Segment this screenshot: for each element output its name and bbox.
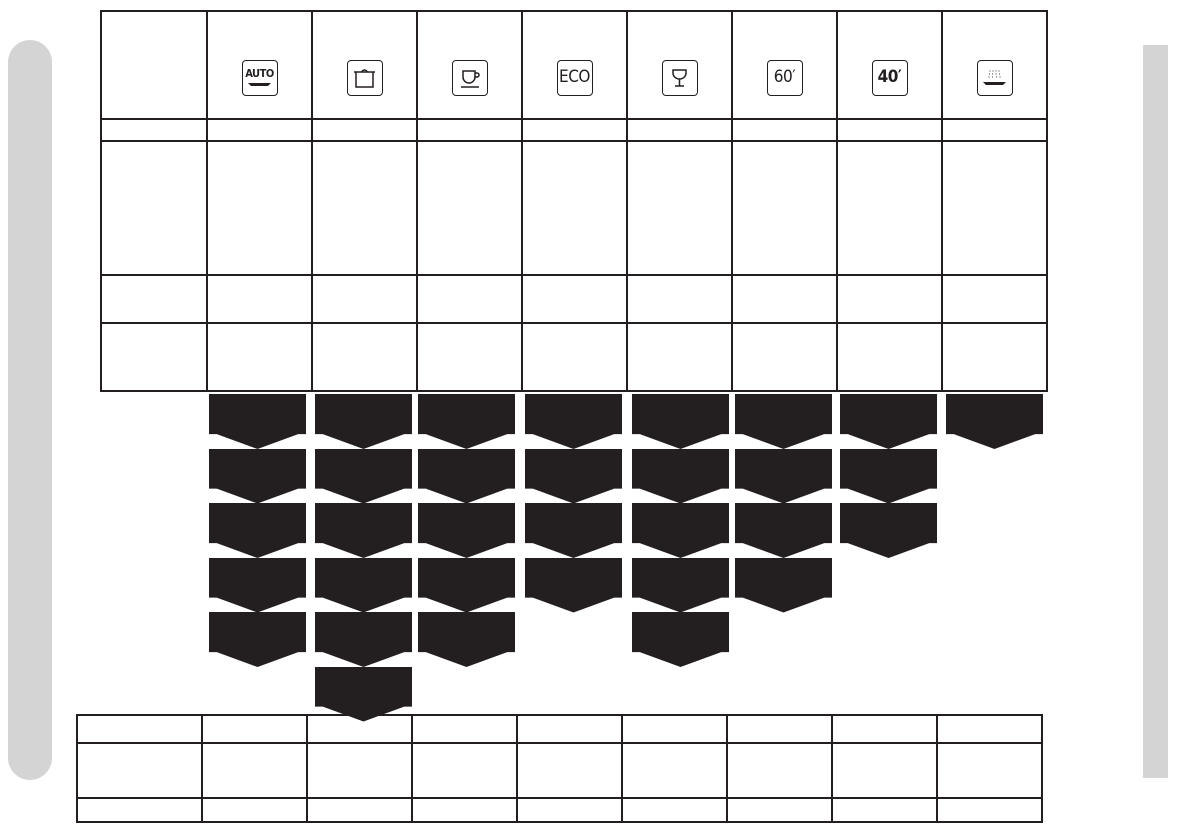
- program-cup: [416, 10, 523, 120]
- left-scrollbar[interactable]: [8, 40, 52, 780]
- level-arrow-3-2: [418, 448, 515, 504]
- level-arrow-3-1: [418, 394, 515, 449]
- program-rinse: [941, 10, 1048, 120]
- level-arrow-8-1: [946, 394, 1043, 449]
- level-arrow-5-2: [632, 448, 729, 504]
- program-pot: [311, 10, 418, 120]
- level-arrow-1-1: [209, 394, 306, 449]
- level-arrow-1-5: [209, 612, 306, 667]
- program-glass: [626, 10, 733, 120]
- quick-60-icon: 60′: [766, 60, 803, 96]
- level-arrow-2-4: [315, 557, 412, 613]
- right-scrollbar[interactable]: [1143, 45, 1168, 778]
- header-empty-cell: [100, 10, 208, 120]
- level-arrow-4-4: [525, 557, 622, 613]
- level-arrow-2-1: [315, 394, 412, 449]
- table-row: [100, 274, 1048, 324]
- program-60: 60′: [731, 10, 838, 120]
- level-arrow-7-3: [840, 503, 937, 558]
- level-arrow-3-3: [418, 503, 515, 558]
- auto-program-icon: AUTO: [241, 60, 278, 96]
- level-arrow-5-3: [632, 503, 729, 558]
- level-arrow-1-2: [209, 448, 306, 504]
- table-row: [100, 140, 1048, 276]
- level-arrow-5-4: [632, 557, 729, 613]
- level-arrow-4-3: [525, 503, 622, 558]
- level-arrow-2-5: [315, 612, 412, 667]
- glass-program-icon: [661, 60, 698, 96]
- level-arrow-6-3: [735, 503, 832, 558]
- level-arrow-6-1: [735, 394, 832, 449]
- level-arrow-4-1: [525, 394, 622, 449]
- level-arrow-5-5: [632, 612, 729, 667]
- level-arrow-2-3: [315, 503, 412, 558]
- level-arrow-2-2: [315, 448, 412, 504]
- level-arrow-3-4: [418, 557, 515, 613]
- level-arrow-4-2: [525, 448, 622, 504]
- program-40: 40′: [836, 10, 943, 120]
- level-arrow-7-1: [840, 394, 937, 449]
- pot-intensive-icon: [346, 60, 383, 96]
- table-row: [76, 742, 1043, 799]
- quick-40-icon: 40′: [871, 60, 908, 96]
- level-arrow-5-1: [632, 394, 729, 449]
- table-row: [76, 797, 1043, 823]
- table-row: [100, 118, 1048, 142]
- level-arrow-3-5: [418, 612, 515, 667]
- program-table: AUTO ECO 60′ 40′: [100, 10, 1048, 392]
- eco-program-icon: ECO: [556, 60, 593, 96]
- table-row: [76, 714, 1043, 744]
- summary-table: [76, 714, 1043, 823]
- level-arrow-6-2: [735, 448, 832, 504]
- level-arrow-1-4: [209, 557, 306, 613]
- rinse-program-icon: [976, 60, 1013, 96]
- level-arrow-6-4: [735, 557, 832, 613]
- level-arrow-7-2: [840, 448, 937, 504]
- level-arrow-1-3: [209, 503, 306, 558]
- program-auto: AUTO: [206, 10, 313, 120]
- table-row: [100, 322, 1048, 392]
- program-eco: ECO: [521, 10, 628, 120]
- cup-delicate-icon: [451, 60, 488, 96]
